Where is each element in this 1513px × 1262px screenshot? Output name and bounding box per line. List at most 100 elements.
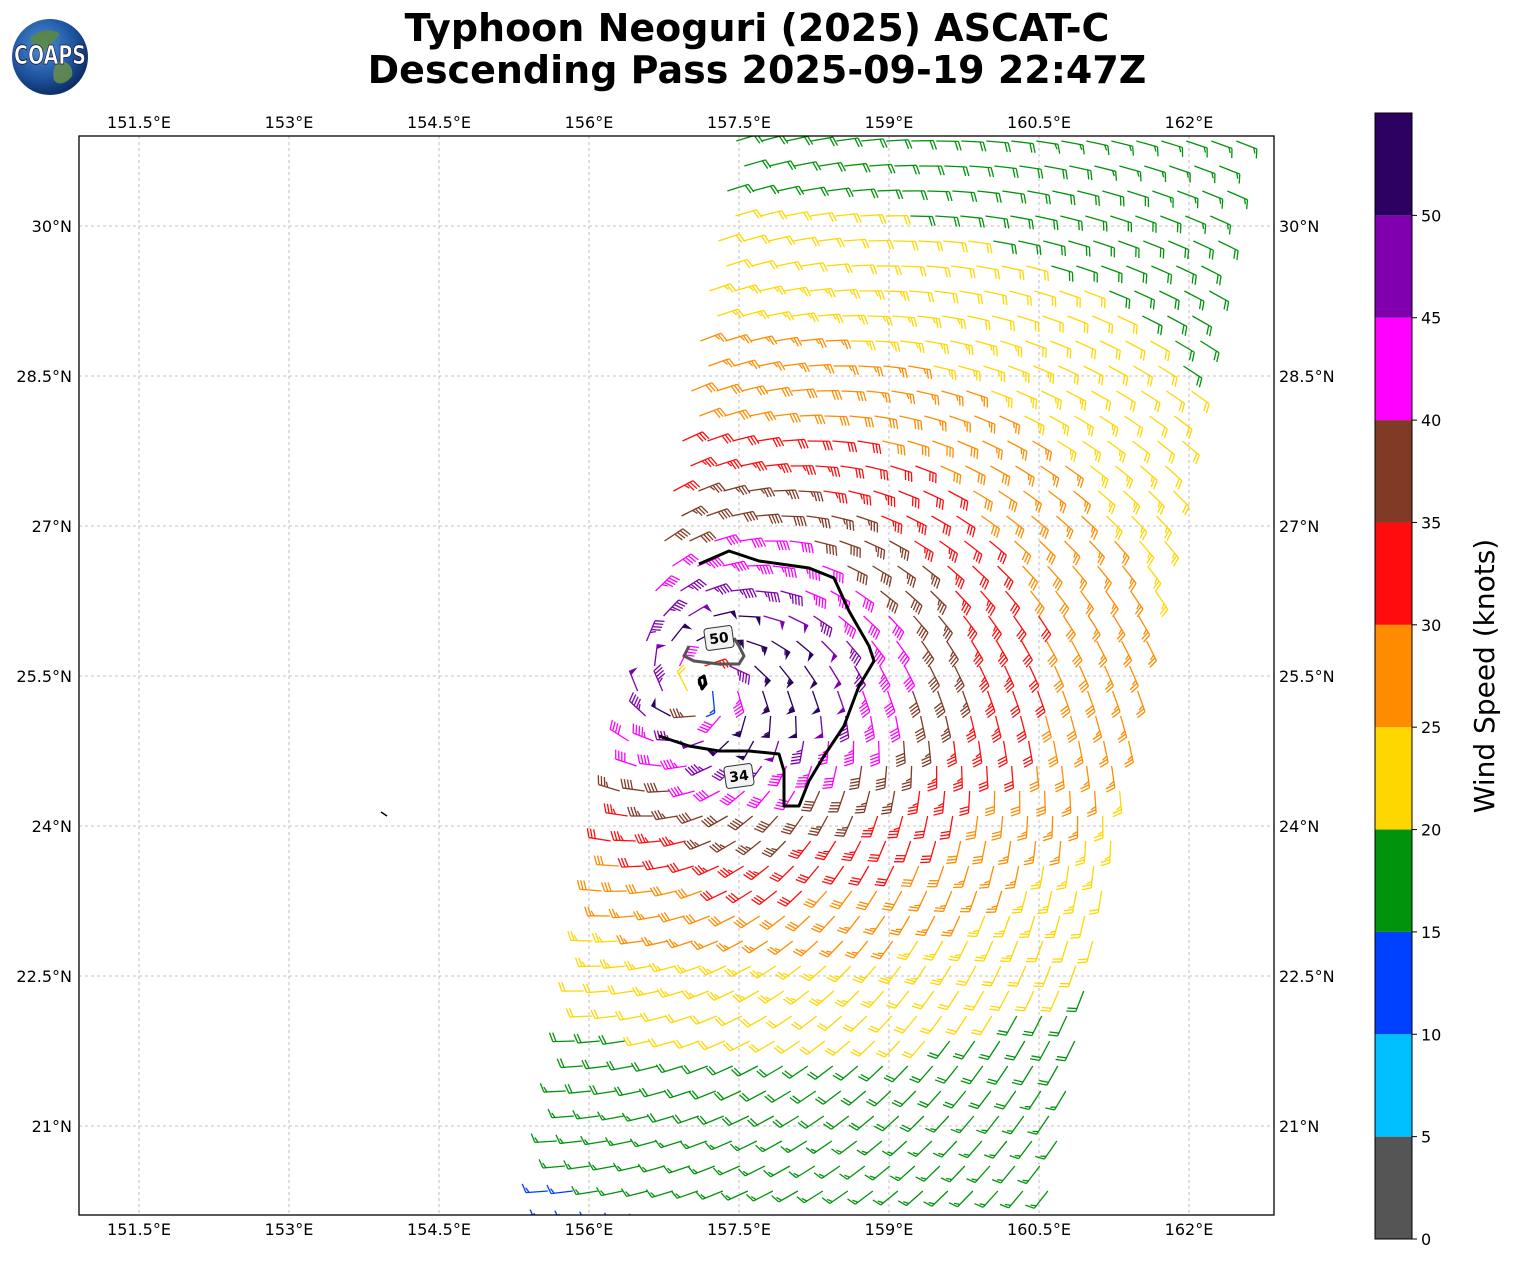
wind-barb xyxy=(617,857,644,868)
wind-barb xyxy=(759,915,786,931)
wind-barb xyxy=(893,240,919,251)
wind-barb xyxy=(699,890,727,902)
wind-barb xyxy=(1000,340,1023,358)
wind-barb xyxy=(628,667,639,692)
wind-barb xyxy=(581,1059,608,1070)
wind-barb xyxy=(940,465,962,485)
wind-barbs xyxy=(521,136,1258,1252)
wind-barb xyxy=(982,440,1003,460)
wind-barb xyxy=(896,940,919,961)
wind-barb xyxy=(991,390,1013,409)
wind-barb xyxy=(1077,190,1101,206)
wind-barb xyxy=(701,815,728,828)
wind-barb xyxy=(647,1037,675,1048)
wind-barb xyxy=(1210,215,1232,235)
wind-barb xyxy=(595,1186,623,1197)
wind-barb xyxy=(1045,1090,1067,1111)
wind-barb xyxy=(952,190,978,202)
wind-barb xyxy=(863,615,881,640)
wind-barb xyxy=(681,505,709,517)
wind-barb xyxy=(712,1241,739,1250)
wind-barb xyxy=(655,1063,683,1074)
wind-barb xyxy=(1193,240,1215,260)
lat-tick-label: 30°N xyxy=(1279,217,1319,236)
wind-barb xyxy=(946,840,962,864)
wind-barb xyxy=(1040,465,1060,488)
wind-barb xyxy=(832,440,858,453)
wind-barb xyxy=(1117,315,1138,335)
wind-barb xyxy=(764,540,791,551)
wind-barb xyxy=(1035,1140,1058,1160)
wind-barb xyxy=(848,1115,875,1131)
wind-barb xyxy=(921,640,935,668)
wind-barb xyxy=(923,1190,949,1207)
wind-barb xyxy=(788,1241,814,1252)
wind-barb xyxy=(706,508,734,520)
wind-barb xyxy=(878,965,902,985)
wind-barb xyxy=(653,663,666,692)
wind-barb xyxy=(547,1108,574,1119)
wind-barb xyxy=(813,715,824,739)
wind-barb xyxy=(876,265,902,276)
wind-barb xyxy=(648,962,676,973)
wind-barb xyxy=(860,214,887,224)
lat-tick-label: 21°N xyxy=(32,1117,72,1136)
wind-barb xyxy=(763,740,780,763)
wind-barb xyxy=(1080,590,1095,617)
wind-barb xyxy=(1148,490,1165,516)
wind-barb xyxy=(688,604,713,617)
colorbar-bin xyxy=(1375,829,1412,932)
wind-barb xyxy=(1022,1015,1043,1037)
wind-barb xyxy=(676,664,689,692)
wind-barb xyxy=(867,1015,893,1033)
wind-barb xyxy=(1080,765,1091,793)
wind-barb xyxy=(861,815,879,838)
wind-barb xyxy=(753,815,779,833)
wind-barb xyxy=(927,1040,951,1060)
wind-barb xyxy=(627,806,653,817)
wind-barb xyxy=(777,890,803,907)
wind-barb xyxy=(1236,140,1258,159)
wind-barb xyxy=(721,1115,750,1127)
wind-barb xyxy=(939,540,959,563)
wind-barb xyxy=(1014,990,1035,1012)
lon-tick-labels-top: 151.5°E 153°E 154.5°E 156°E 157.5°E 159°E 160.… xyxy=(107,113,1213,132)
wind-barb xyxy=(1073,490,1092,515)
wind-barb xyxy=(632,910,660,921)
wind-barb xyxy=(864,715,876,743)
wind-barb xyxy=(632,723,654,742)
wind-barb xyxy=(658,836,686,847)
wind-barb xyxy=(712,1165,741,1176)
wind-barb xyxy=(1218,240,1239,261)
lon-tick-labels-bottom: 151.5°E 153°E 154.5°E 156°E 157.5°E 159°E 160.… xyxy=(107,1220,1213,1239)
wind-barb xyxy=(1211,140,1233,158)
wind-barb xyxy=(959,890,978,913)
wind-barb xyxy=(1209,290,1230,312)
wind-barb xyxy=(869,163,896,174)
wind-barb xyxy=(567,931,593,942)
wind-barb xyxy=(893,840,912,863)
wind-barb xyxy=(950,340,974,356)
lon-tick-label: 151.5°E xyxy=(107,113,171,132)
wind-barb xyxy=(800,338,827,348)
wind-barb xyxy=(739,1090,767,1102)
wind-barb xyxy=(886,139,913,149)
wind-barb xyxy=(811,690,821,715)
wind-barb xyxy=(740,460,768,472)
wind-barb xyxy=(733,359,761,370)
wind-barb xyxy=(968,1090,992,1110)
wind-barb xyxy=(645,1189,674,1198)
wind-barb xyxy=(933,690,946,719)
wind-barb xyxy=(1086,140,1110,156)
wind-barb xyxy=(664,528,691,542)
wind-barb xyxy=(1036,140,1061,154)
wind-barb xyxy=(901,765,913,792)
wind-barb xyxy=(1150,340,1171,362)
wind-barb xyxy=(877,189,904,200)
wind-barb xyxy=(972,740,983,768)
wind-barb xyxy=(913,615,929,642)
wind-barb xyxy=(913,815,929,840)
wind-barb xyxy=(783,362,810,373)
wind-barb xyxy=(780,1216,806,1227)
wind-barb xyxy=(865,465,889,481)
